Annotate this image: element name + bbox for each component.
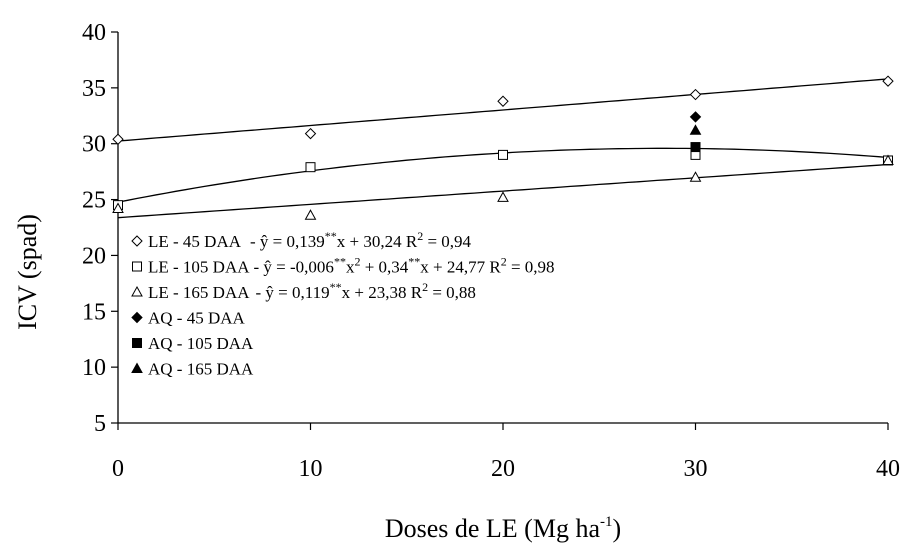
y-tick-label: 5	[94, 411, 106, 437]
data-point	[304, 127, 317, 140]
y-tick-label: 15	[82, 299, 106, 325]
legend-series-name: AQ - 105 DAA	[148, 334, 254, 353]
x-axis-title-sup: -1	[600, 514, 613, 530]
x-tick-label: 40	[876, 456, 900, 482]
x-tick-label: 0	[112, 456, 124, 482]
legend-equation-part: x + 23,38 R	[342, 283, 423, 302]
x-axis-title-main: Doses de LE (Mg ha	[385, 514, 601, 543]
x-tick-label: 10	[299, 456, 323, 482]
legend: LE - 45 DAA - ŷ = 0,139**x + 30,24 R2 = 0…	[131, 229, 555, 379]
trend-line	[117, 163, 889, 219]
y-axis-title: ICV (spad)	[13, 214, 42, 330]
legend-label: LE - 45 DAA - ŷ = 0,139**x + 30,24 R2 = 0…	[148, 229, 472, 251]
x-axis-title-suffix: )	[613, 514, 622, 543]
x-tick-label: 30	[684, 456, 708, 482]
data-point	[882, 154, 894, 165]
legend-marker	[132, 338, 142, 348]
legend-equation-part: 2	[501, 255, 507, 269]
y-tick-label: 25	[82, 188, 106, 214]
legend-equation-part: = 0,98	[507, 258, 555, 277]
y-tick-label: 10	[82, 355, 106, 381]
legend-equation-part: x	[346, 258, 355, 277]
legend-series-name: LE - 165 DAA	[148, 283, 250, 302]
x-axis-title: Doses de LE (Mg ha-1)	[385, 514, 621, 543]
legend-equation-part: = 0,94	[423, 232, 471, 251]
y-tick-label: 35	[82, 76, 106, 102]
legend-series-name: LE - 45 DAA	[148, 232, 242, 251]
legend-equation-part: 2	[417, 229, 423, 243]
data-point	[690, 142, 701, 153]
data-point	[689, 124, 702, 135]
legend-label: AQ - 165 DAA	[148, 360, 254, 379]
legend-equation-part: - ŷ = 0,139	[250, 232, 325, 251]
data-point	[689, 171, 702, 182]
legend-label: AQ - 105 DAA	[148, 334, 254, 353]
legend-marker	[131, 285, 143, 297]
data-point	[882, 75, 894, 87]
legend-marker	[131, 362, 143, 373]
legend-series-name: AQ - 165 DAA	[148, 360, 254, 379]
legend-equation-part: + 0,34	[360, 258, 408, 277]
legend-equation-part: - ŷ = 0,119	[256, 283, 330, 302]
data-point	[304, 209, 317, 220]
legend-equation-part: = 0,88	[428, 283, 476, 302]
legend-label: LE - 165 DAA - ŷ = 0,119**x + 23,38 R2 = …	[148, 280, 476, 302]
legend-equation-part: **	[408, 255, 420, 269]
data-point	[112, 202, 124, 214]
legend-equation-part: - ŷ = -0,006	[254, 258, 334, 277]
x-tick-label: 20	[491, 456, 515, 482]
legend-equation-part: 2	[422, 280, 428, 294]
y-tick-label: 30	[82, 132, 106, 158]
legend-marker	[131, 311, 143, 324]
data-point	[498, 149, 508, 160]
data-point	[497, 95, 509, 107]
legend-marker	[132, 261, 142, 272]
legend-label: LE - 105 DAA - ŷ = -0,006**x2 + 0,34**x +…	[148, 255, 555, 277]
data-point	[305, 162, 316, 173]
legend-series-name: AQ - 45 DAA	[148, 309, 246, 328]
legend-equation-part: 2	[354, 255, 360, 269]
data-point	[689, 88, 702, 101]
legend-marker	[131, 235, 143, 247]
trend-line	[117, 78, 889, 142]
data-point	[497, 191, 509, 202]
legend-equation-part: x + 24,77 R	[420, 258, 501, 277]
legend-equation-part: **	[325, 229, 337, 243]
data-points	[112, 75, 894, 220]
y-tick-label: 20	[82, 243, 106, 269]
legend-equation-part: **	[334, 255, 346, 269]
legend-equation-part: x + 30,24 R	[337, 232, 418, 251]
legend-equation-part: **	[330, 280, 342, 294]
legend-label: AQ - 45 DAA	[148, 309, 246, 328]
legend-series-name: LE - 105 DAA	[148, 258, 250, 277]
tick-labels: 5 10 15 20 25 30 35 40 0 10 20 30 40	[82, 20, 900, 482]
y-tick-label: 40	[82, 20, 106, 46]
data-point	[689, 111, 702, 123]
data-point	[112, 133, 124, 145]
